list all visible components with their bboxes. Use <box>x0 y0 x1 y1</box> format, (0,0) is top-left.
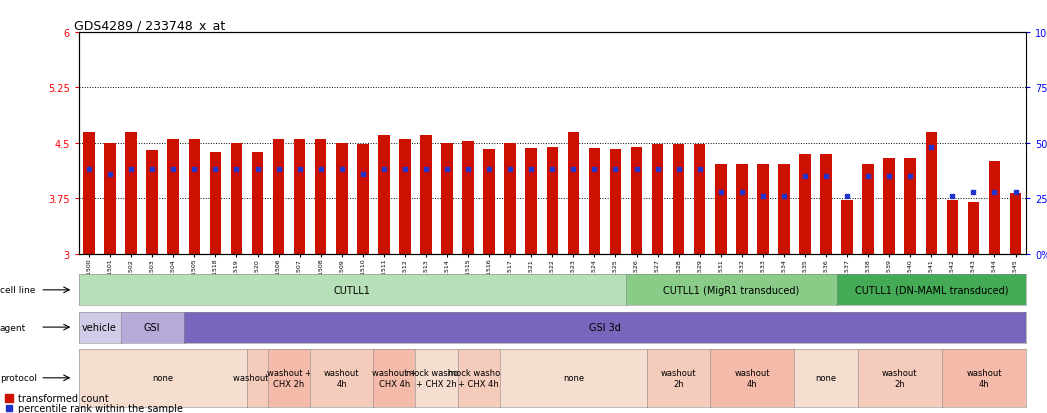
Bar <box>188 140 200 254</box>
Bar <box>567 133 579 254</box>
Text: mock washout
+ CHX 4h: mock washout + CHX 4h <box>448 368 509 387</box>
Bar <box>609 150 621 254</box>
Bar <box>820 154 831 254</box>
Text: protocol: protocol <box>0 373 37 382</box>
Bar <box>547 147 558 254</box>
Bar <box>526 149 537 254</box>
Text: mock washout
+ CHX 2h: mock washout + CHX 2h <box>406 368 467 387</box>
Bar <box>463 142 474 254</box>
Bar <box>168 140 179 254</box>
Text: none: none <box>563 373 584 382</box>
Bar <box>715 164 727 254</box>
Bar <box>630 147 642 254</box>
Text: percentile rank within the sample: percentile rank within the sample <box>18 404 183 413</box>
Bar <box>736 164 748 254</box>
Bar <box>273 140 285 254</box>
Bar <box>505 143 516 254</box>
Text: none: none <box>816 373 837 382</box>
Bar <box>673 145 685 254</box>
Text: washout +
CHX 4h: washout + CHX 4h <box>372 368 417 387</box>
Text: GDS4289 / 233748_x_at: GDS4289 / 233748_x_at <box>73 19 225 32</box>
Text: cell line: cell line <box>0 286 36 294</box>
Bar <box>4 394 14 401</box>
Text: CUTLL1: CUTLL1 <box>334 285 371 295</box>
Text: washout
4h: washout 4h <box>324 368 359 387</box>
Bar <box>336 143 348 254</box>
Bar <box>84 133 95 254</box>
Bar <box>126 133 137 254</box>
Bar <box>441 143 452 254</box>
Text: transformed count: transformed count <box>18 393 109 403</box>
Bar <box>588 149 600 254</box>
Bar <box>799 154 810 254</box>
Text: washout +
CHX 2h: washout + CHX 2h <box>267 368 312 387</box>
Bar <box>863 164 874 254</box>
Bar <box>946 201 958 254</box>
Bar <box>884 158 895 254</box>
Bar <box>315 140 327 254</box>
Bar <box>1009 194 1021 254</box>
Bar <box>399 140 410 254</box>
Bar <box>251 152 263 254</box>
Bar <box>988 162 1000 254</box>
Bar <box>420 136 431 254</box>
Text: washout
4h: washout 4h <box>966 368 1002 387</box>
Text: washout
4h: washout 4h <box>735 368 771 387</box>
Text: washout 2h: washout 2h <box>233 373 282 382</box>
Text: GSI 3d: GSI 3d <box>589 322 621 332</box>
Bar <box>147 151 158 254</box>
Text: vehicle: vehicle <box>82 322 117 332</box>
Text: washout
2h: washout 2h <box>882 368 917 387</box>
Text: CUTLL1 (DN-MAML transduced): CUTLL1 (DN-MAML transduced) <box>854 285 1008 295</box>
Bar <box>357 145 369 254</box>
Bar <box>694 145 706 254</box>
Bar <box>926 133 937 254</box>
Bar <box>652 145 664 254</box>
Bar <box>905 158 916 254</box>
Text: agent: agent <box>0 323 26 332</box>
Bar <box>484 150 495 254</box>
Bar <box>105 143 116 254</box>
Bar <box>967 202 979 254</box>
Bar <box>378 136 389 254</box>
Bar <box>230 143 242 254</box>
Text: GSI: GSI <box>144 322 160 332</box>
Bar <box>209 152 221 254</box>
Bar <box>778 164 789 254</box>
Text: CUTLL1 (MigR1 transduced): CUTLL1 (MigR1 transduced) <box>663 285 800 295</box>
Bar <box>842 201 853 254</box>
Bar <box>294 140 306 254</box>
Bar <box>757 164 768 254</box>
Text: washout
2h: washout 2h <box>661 368 696 387</box>
Text: none: none <box>152 373 174 382</box>
